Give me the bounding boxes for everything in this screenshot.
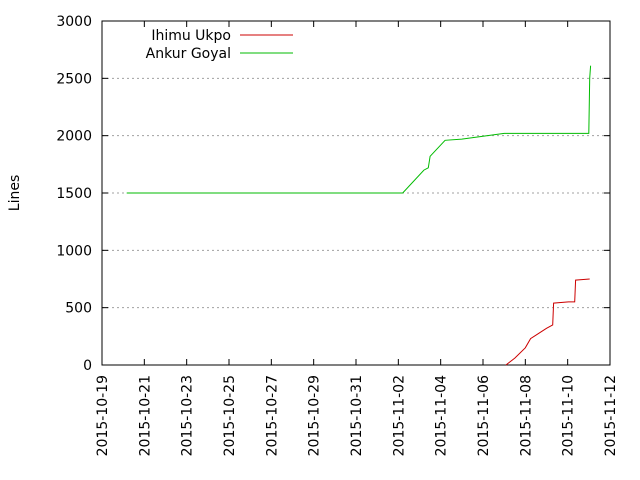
x-tick-label: 2015-11-12 bbox=[603, 375, 619, 456]
x-tick-label: 2015-11-08 bbox=[518, 375, 534, 456]
x-tick-label: 2015-11-10 bbox=[561, 375, 577, 456]
y-tick-label: 1500 bbox=[56, 186, 92, 202]
x-tick-label: 2015-10-25 bbox=[222, 375, 238, 456]
y-tick-label: 500 bbox=[65, 301, 92, 317]
x-tick-label: 2015-11-06 bbox=[476, 375, 492, 456]
y-tick-label: 1000 bbox=[56, 243, 92, 259]
series-line bbox=[505, 278, 590, 366]
x-tick-label: 2015-10-27 bbox=[264, 375, 280, 456]
y-tick-label: 0 bbox=[83, 358, 92, 374]
y-tick-label: 2000 bbox=[56, 129, 92, 145]
x-tick-label: 2015-10-21 bbox=[137, 375, 153, 456]
legend: Ihimu Ukpo Ankur Goyal bbox=[146, 28, 293, 62]
x-tick-label: 2015-10-23 bbox=[180, 375, 196, 456]
series-line bbox=[126, 65, 592, 194]
x-tick-label: 2015-11-04 bbox=[434, 375, 450, 456]
y-axis-label: Lines bbox=[7, 175, 23, 211]
x-tick-label: 2015-10-29 bbox=[307, 375, 323, 456]
y-tick-label: 3000 bbox=[56, 14, 92, 30]
y-tick-label: 2500 bbox=[56, 71, 92, 87]
x-tick-label: 2015-10-19 bbox=[95, 375, 111, 456]
legend-label: Ankur Goyal bbox=[146, 46, 231, 62]
x-tick-label: 2015-11-02 bbox=[391, 375, 407, 456]
series-lines bbox=[126, 65, 592, 366]
x-tick-label: 2015-10-31 bbox=[349, 375, 365, 456]
legend-label: Ihimu Ukpo bbox=[151, 28, 231, 44]
axis-ticks: 0 500 1000 1500 2000 2500 3000 2015-10-19 2015-1… bbox=[56, 14, 619, 456]
